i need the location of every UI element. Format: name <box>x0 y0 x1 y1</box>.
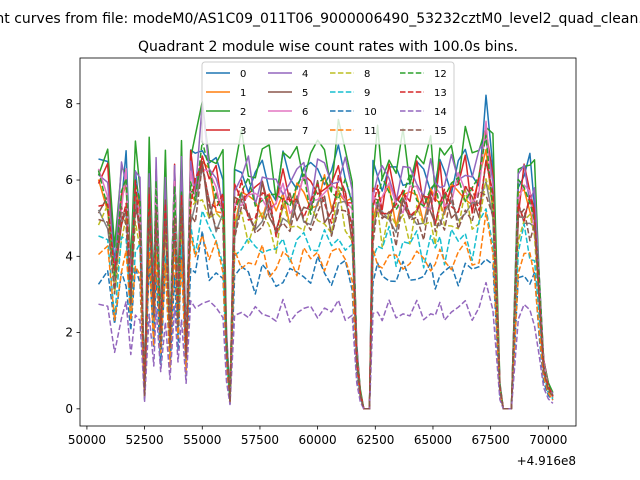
legend-label-13: 13 <box>434 88 447 99</box>
legend-label-6: 6 <box>302 107 308 118</box>
y-tick-label: 8 <box>65 97 73 111</box>
legend-label-5: 5 <box>302 88 308 99</box>
series-line-9 <box>98 208 554 410</box>
legend-label-15: 15 <box>434 126 447 137</box>
legend-label-3: 3 <box>240 126 246 137</box>
y-tick-label: 0 <box>65 402 73 416</box>
figure-suptitle: Light curves from file: modeM0/AS1C09_01… <box>0 11 640 27</box>
legend-label-1: 1 <box>240 88 246 99</box>
legend-box <box>201 61 455 145</box>
legend-label-2: 2 <box>240 107 246 118</box>
x-tick-label: 62500 <box>356 433 394 447</box>
x-tick-label: 67500 <box>472 433 510 447</box>
series-line-14 <box>98 281 554 410</box>
x-axis: 50000 52500 55000 57500 60000 62500 65000 67500… <box>68 426 567 447</box>
legend-label-10: 10 <box>364 107 377 118</box>
legend-label-9: 9 <box>364 88 370 99</box>
legend-label-7: 7 <box>302 126 308 137</box>
x-tick-label: 52500 <box>126 433 164 447</box>
x-axis-offset-label: +4.916e8 <box>517 454 576 468</box>
x-tick-label: 57500 <box>241 433 279 447</box>
x-tick-label: 65000 <box>414 433 452 447</box>
series-line-13 <box>98 160 554 410</box>
x-tick-label: 60000 <box>299 433 337 447</box>
series-line-11 <box>97 211 554 410</box>
y-tick-label: 4 <box>65 249 73 263</box>
legend-label-11: 11 <box>364 126 377 137</box>
plot-area <box>97 94 554 410</box>
x-tick-label: 50000 <box>68 433 106 447</box>
x-tick-label: 70000 <box>529 433 567 447</box>
y-tick-label: 6 <box>65 173 73 187</box>
y-axis: 0 2 4 6 8 <box>65 97 80 416</box>
legend-label-12: 12 <box>434 69 447 80</box>
legend-label-8: 8 <box>364 69 370 80</box>
legend-label-4: 4 <box>302 69 308 80</box>
axes-frame <box>79 57 577 427</box>
legend-label-14: 14 <box>434 107 447 118</box>
axes-title: Quadrant 2 module wise count rates with … <box>138 39 518 55</box>
y-tick-label: 2 <box>65 326 73 340</box>
x-tick-label: 55000 <box>183 433 221 447</box>
legend-label-0: 0 <box>240 69 246 80</box>
series-line-15 <box>98 164 554 410</box>
